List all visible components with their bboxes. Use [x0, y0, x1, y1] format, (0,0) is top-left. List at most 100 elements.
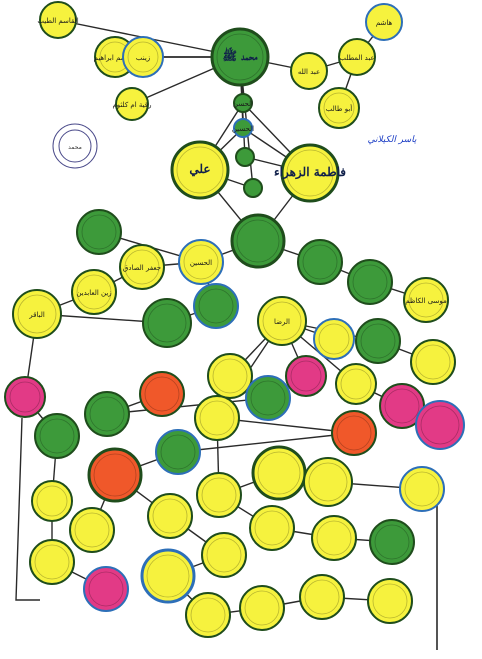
node-circle [233, 93, 253, 113]
node-circle [403, 277, 449, 323]
node-circle [230, 213, 286, 269]
node-inner-ring [81, 214, 117, 250]
annotations: محمد ياسر الكيلاني [52, 123, 417, 169]
node-inner-ring [336, 415, 372, 451]
node-circle [335, 363, 377, 405]
node-inner-ring [290, 360, 322, 392]
tree-node [194, 395, 240, 441]
tree-node [379, 383, 425, 429]
node-label: الحسين [232, 125, 254, 133]
tree-node [285, 355, 327, 397]
tree-node: زين العابدين [71, 269, 117, 315]
node-circle [201, 532, 247, 578]
tree-node [4, 376, 46, 418]
node-label: رقية ام كلثوم [112, 101, 151, 109]
tree-node [31, 480, 73, 522]
node-circle [83, 566, 129, 612]
node-inner-ring [183, 244, 219, 280]
tree-node [139, 371, 185, 417]
node-inner-ring [286, 149, 334, 197]
node-inner-ring [420, 405, 460, 445]
node-label: الحسين [190, 259, 212, 267]
tree-nodes: القاسم الطيب القاسم ابراهيم زينب رقية ام كل… [4, 1, 465, 638]
node-circle [76, 209, 122, 255]
node-circle [155, 429, 201, 475]
node-inner-ring [190, 597, 226, 633]
node-inner-ring [254, 510, 290, 546]
node-inner-ring [216, 33, 264, 81]
tree-node: زينب [122, 36, 164, 78]
node-circle [4, 376, 46, 418]
tree-node: موسى الكاظم [403, 277, 449, 323]
node-circle [313, 318, 355, 360]
node-inner-ring [304, 579, 340, 615]
tree-node [313, 318, 355, 360]
node-circle [239, 585, 285, 631]
node-circle [303, 457, 353, 507]
node-circle [280, 143, 340, 203]
node-circle [347, 259, 393, 305]
node-inner-ring [201, 477, 237, 513]
node-circle [139, 371, 185, 417]
node-inner-ring [250, 380, 286, 416]
tree-node [185, 592, 231, 638]
node-label: جعفر الصادق [123, 264, 161, 272]
tree-node [297, 239, 343, 285]
node-label: أبو طالب [326, 104, 353, 113]
node-label: فاطمة الزهراء [274, 165, 346, 180]
tree-node: القاسم الطيب [37, 1, 79, 39]
tree-node [201, 532, 247, 578]
node-circle [119, 244, 165, 290]
tree-node [243, 178, 263, 198]
node-circle [299, 574, 345, 620]
node-circle [311, 515, 357, 561]
tree-node [140, 548, 196, 604]
tree-node: رقية ام كلثوم [112, 87, 152, 121]
node-inner-ring [93, 453, 137, 497]
node-circle [399, 466, 445, 512]
node-circle [84, 391, 130, 437]
node-circle [87, 447, 143, 503]
node-inner-ring [374, 524, 410, 560]
node-inner-ring [384, 388, 420, 424]
tree-node [84, 391, 130, 437]
node-circle [147, 493, 193, 539]
tree-node: محمد ﷺ [210, 27, 270, 87]
node-inner-ring [176, 146, 224, 194]
tree-node [147, 493, 193, 539]
tree-node [87, 447, 143, 503]
node-circle [29, 539, 75, 585]
node-circle [185, 592, 231, 638]
node-circle [193, 283, 239, 329]
node-circle [142, 298, 192, 348]
node-circle [210, 27, 270, 87]
tree-node [355, 318, 401, 364]
tree-node: الرضا [257, 296, 307, 346]
signature: ياسر الكيلاني [368, 135, 417, 145]
node-label: عبد الله [298, 68, 320, 76]
tree-node [399, 466, 445, 512]
tree-node [311, 515, 357, 561]
node-circle [235, 147, 255, 167]
node-inner-ring [372, 583, 408, 619]
node-label: موسى الكاظم [405, 297, 447, 305]
node-circle [355, 318, 401, 364]
node-circle [69, 507, 115, 553]
tree-node [415, 400, 465, 450]
tree-node: جعفر الصادق [119, 244, 165, 290]
tree-node [239, 585, 285, 631]
node-inner-ring [318, 323, 350, 355]
node-circle [410, 339, 456, 385]
node-circle [290, 52, 328, 90]
tree-node: عبد المطلب [338, 38, 376, 76]
node-circle [178, 239, 224, 285]
node-inner-ring [39, 418, 75, 454]
tree-node [193, 283, 239, 329]
tree-node [196, 472, 242, 518]
node-inner-ring [404, 471, 440, 507]
tree-node [331, 410, 377, 456]
node-inner-ring [257, 451, 301, 495]
tree-node [245, 375, 291, 421]
node-circle [249, 505, 295, 551]
